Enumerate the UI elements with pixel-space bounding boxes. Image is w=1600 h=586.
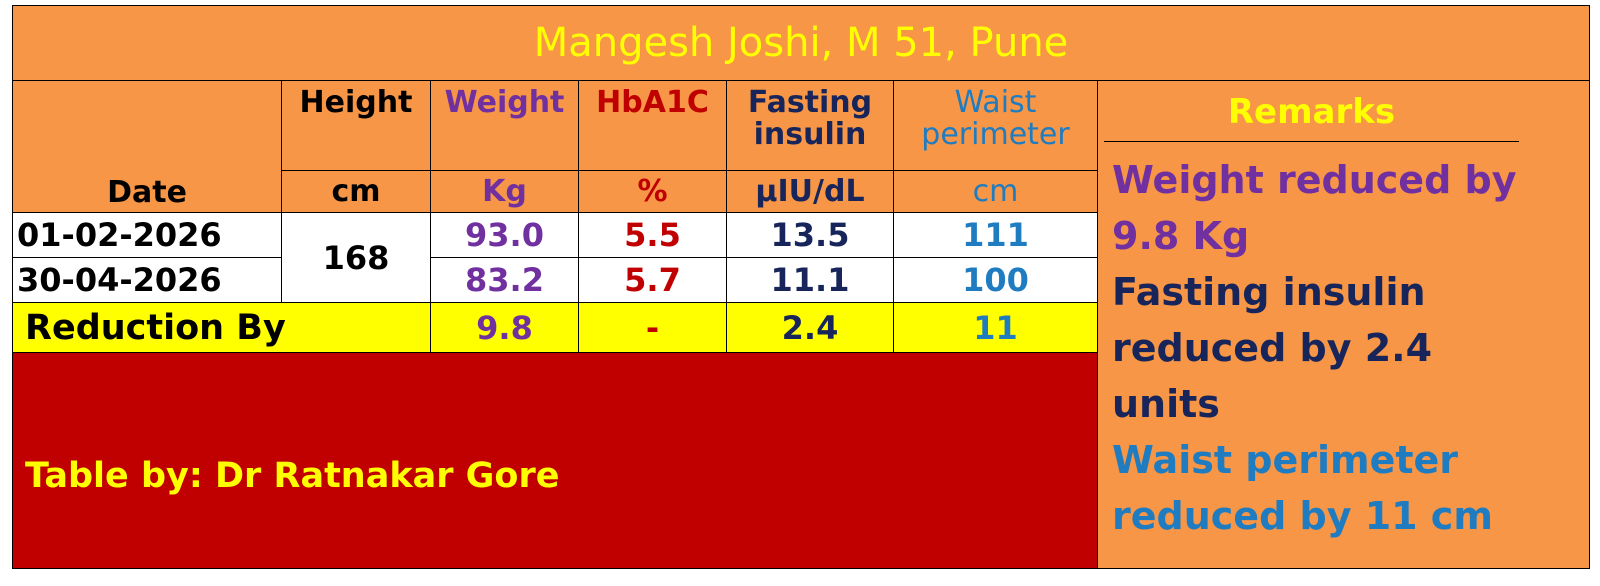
hba1c: 5.5 xyxy=(578,212,727,258)
remark: Waist perimeter reduced by 11 cm xyxy=(1112,438,1493,538)
header-hba1c: HbA1C xyxy=(578,80,727,171)
reduction-insulin: 2.4 xyxy=(726,302,894,353)
waist: 111 xyxy=(893,212,1098,258)
remarks-list: Weight reduced by 9.8 Kg Fasting insulin… xyxy=(1098,142,1589,544)
remarks-title: Remarks xyxy=(1104,87,1519,142)
weight: 93.0 xyxy=(430,212,579,258)
unit-weight: Kg xyxy=(430,170,579,213)
unit-height: cm xyxy=(281,170,431,213)
unit-waist: cm xyxy=(893,170,1098,213)
date: 30-04-2026 xyxy=(12,257,282,303)
weight: 83.2 xyxy=(430,257,579,303)
header-weight: Weight xyxy=(430,80,579,171)
insulin: 11.1 xyxy=(726,257,894,303)
remark: Fasting insulin reduced by 2.4 units xyxy=(1112,270,1433,426)
unit-insulin: µIU/dL xyxy=(726,170,894,213)
header-height: Height xyxy=(281,80,431,171)
remarks-panel: Remarks Weight reduced by 9.8 Kg Fasting… xyxy=(1097,80,1590,569)
header-insulin: Fasting insulin xyxy=(726,80,894,171)
unit-hba1c: % xyxy=(578,170,727,213)
height: 168 xyxy=(281,212,431,303)
insulin: 13.5 xyxy=(726,212,894,258)
credit: Table by: Dr Ratnakar Gore xyxy=(12,352,1098,569)
date: 01-02-2026 xyxy=(12,212,282,258)
reduction-weight: 9.8 xyxy=(430,302,579,353)
header-date: Date xyxy=(12,80,282,213)
hba1c: 5.7 xyxy=(578,257,727,303)
title: Mangesh Joshi, M 51, Pune xyxy=(12,5,1590,81)
reduction-hba1c: - xyxy=(578,302,727,353)
header-waist: Waist perimeter xyxy=(893,80,1098,171)
waist: 100 xyxy=(893,257,1098,303)
remark: Weight reduced by 9.8 Kg xyxy=(1112,158,1517,258)
reduction-waist: 11 xyxy=(893,302,1098,353)
reduction-label: Reduction By xyxy=(12,302,431,353)
